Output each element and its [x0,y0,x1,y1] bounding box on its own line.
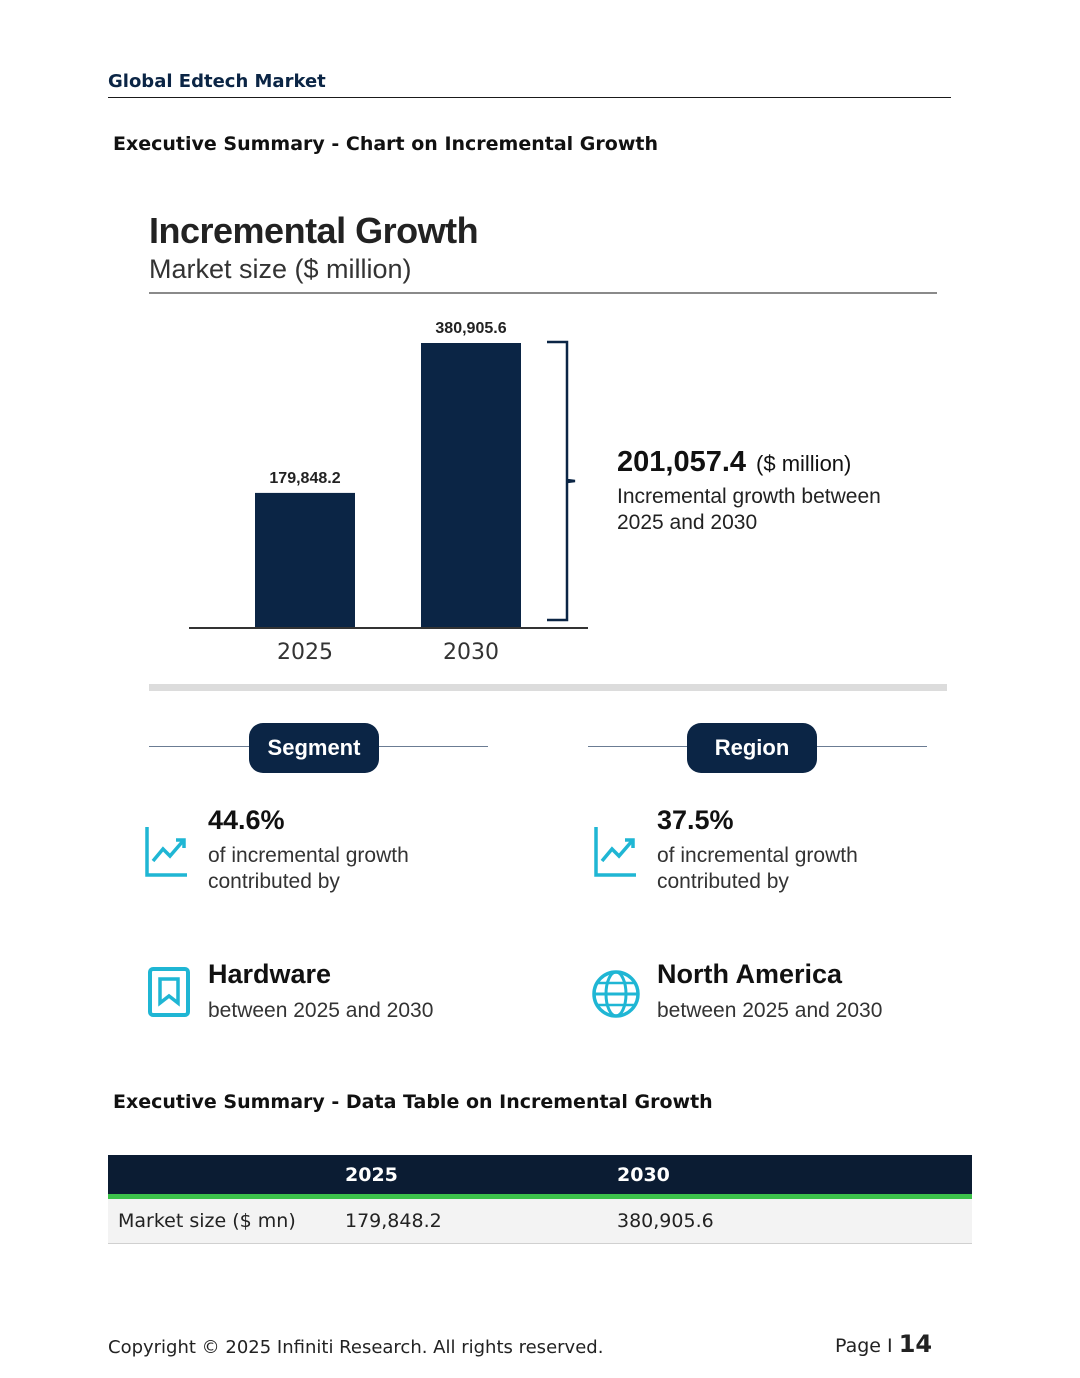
table-cell: 380,905.6 [607,1196,972,1244]
x-tick-label: 2030 [443,640,499,665]
trend-up-icon [143,825,189,879]
segment-description: of incremental growth contributed by [208,844,409,893]
table-header-row: 2025 2030 [108,1155,972,1199]
growth-number: 201,057.4 [617,446,747,478]
page-indicator: Page I 14 [835,1330,932,1358]
copyright-notice: Copyright © 2025 Infiniti Research. All … [108,1337,604,1358]
incremental-growth-table: 2025 2030 Market size ($ mn) 179,848.2 3… [108,1155,972,1244]
chart-title: Incremental Growth [149,210,479,251]
region-period: between 2025 and 2030 [657,999,883,1022]
incremental-growth-chart: 179,848.2 2025 380,905.6 2030 [189,320,588,665]
bookmark-icon [147,966,191,1018]
page-number: 14 [898,1330,933,1358]
chart-section-heading: Executive Summary - Chart on Incremental… [113,133,658,155]
table-header-cell: 2030 [607,1155,972,1199]
bar-2030 [421,343,521,627]
chart-subtitle: Market size ($ million) [149,254,412,284]
chart-title-divider [149,292,937,294]
region-description: of incremental growth contributed by [657,844,858,893]
trend-up-icon [592,825,638,879]
bar-2025 [255,492,355,627]
region-name: North America [657,959,843,989]
page-label: Page I [835,1335,893,1357]
segment-percent: 44.6% [208,805,285,835]
growth-description: Incremental growth between 2025 and 2030 [617,485,881,534]
growth-bracket [547,340,576,622]
table-section-heading: Executive Summary - Data Table on Increm… [113,1091,713,1113]
table-cell: 179,848.2 [335,1196,607,1244]
segment-pill: Segment [249,723,379,773]
report-title: Global Edtech Market [108,71,326,92]
section-band [149,684,947,691]
growth-value: 201,057.4 ($ million) [617,446,851,479]
bar-value-label: 179,848.2 [269,470,340,487]
segment-name: Hardware [208,959,332,989]
table-cell: Market size ($ mn) [108,1196,335,1244]
growth-unit: ($ million) [756,451,852,476]
table-row: Market size ($ mn) 179,848.2 380,905.6 [108,1196,972,1244]
region-pill: Region [687,723,817,773]
globe-icon [591,966,641,1020]
bar-value-label: 380,905.6 [435,320,506,337]
segment-period: between 2025 and 2030 [208,999,434,1022]
region-percent: 37.5% [657,805,734,835]
table-header-cell: 2025 [335,1155,607,1199]
header-divider [108,97,951,98]
table-header-cell [108,1155,335,1199]
x-tick-label: 2025 [277,640,333,665]
